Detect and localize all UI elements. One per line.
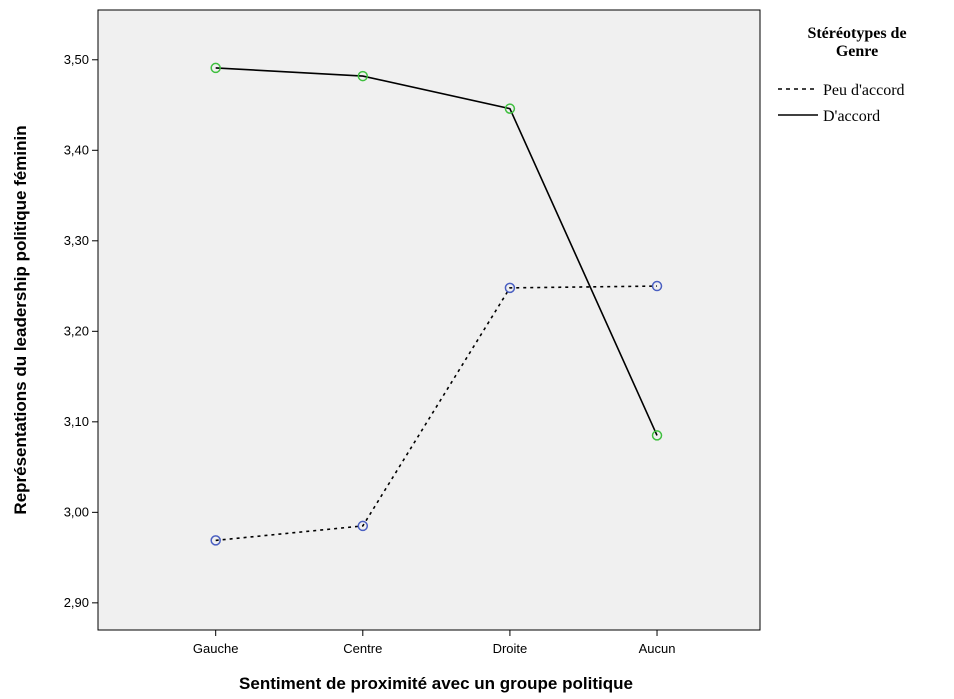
data-point-series-0 <box>504 282 516 294</box>
y-tick-label: 3,30 <box>64 233 89 248</box>
data-point-series-0 <box>651 280 663 292</box>
x-tick-label: Droite <box>493 641 528 656</box>
y-tick-label: 3,00 <box>64 504 89 519</box>
data-point-series-1 <box>210 62 221 74</box>
y-axis-title: Représentations du leadership politique … <box>11 125 30 514</box>
plot-area <box>97 9 761 631</box>
data-point-series-0 <box>357 520 369 532</box>
x-axis: Gauche Centre Droite Aucun <box>193 630 676 656</box>
legend-title-line1: Stéréotypes de <box>807 25 906 42</box>
data-point-series-1 <box>357 70 369 82</box>
x-tick-label: Aucun <box>639 641 676 656</box>
series-line-0 <box>215 285 658 542</box>
legend-label-peu-daccord: Peu d'accord <box>823 82 905 99</box>
legend: Stéréotypes de Genre Peu d'accord D'acco… <box>778 25 907 125</box>
legend-label-daccord: D'accord <box>823 108 880 125</box>
series-group <box>210 62 663 546</box>
data-point-series-0 <box>210 535 221 546</box>
legend-title-line2: Genre <box>836 43 878 60</box>
y-axis: 2,90 3,00 3,10 3,20 3,30 3,40 3,50 <box>64 52 98 610</box>
x-tick-label: Gauche <box>193 641 239 656</box>
y-tick-label: 3,40 <box>64 142 89 157</box>
y-tick-label: 3,20 <box>64 323 89 338</box>
data-point-series-1 <box>504 103 516 114</box>
series-line-1 <box>215 67 658 436</box>
y-tick-label: 2,90 <box>64 595 89 610</box>
x-tick-label: Centre <box>343 641 382 656</box>
y-tick-label: 3,50 <box>64 52 89 67</box>
x-axis-title: Sentiment de proximité avec un groupe po… <box>239 674 633 693</box>
data-point-series-1 <box>651 430 663 441</box>
y-tick-label: 3,10 <box>64 414 89 429</box>
